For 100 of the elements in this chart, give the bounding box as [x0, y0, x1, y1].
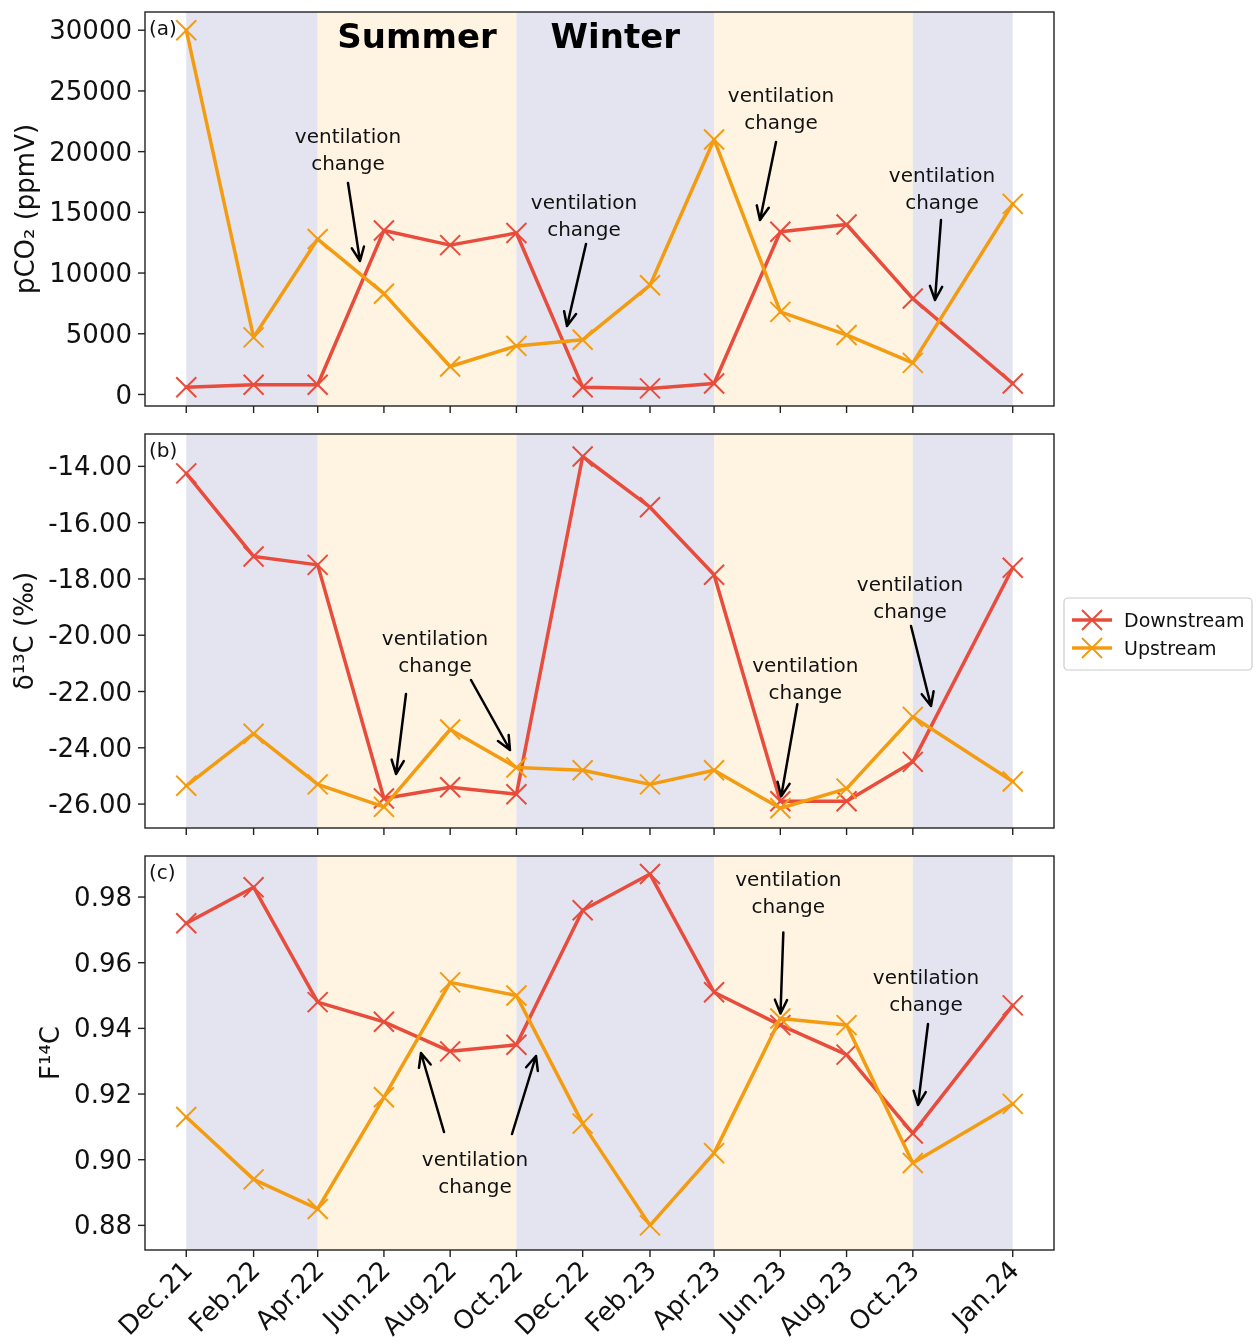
point [242, 1168, 265, 1191]
point [901, 1151, 924, 1174]
y-tick-label: 20000 [49, 136, 132, 167]
point [639, 773, 661, 796]
point [372, 282, 395, 305]
point [639, 377, 661, 400]
point [639, 274, 661, 297]
point [505, 334, 528, 357]
point [175, 774, 198, 797]
point [242, 722, 265, 745]
y-tick-label: -24.00 [48, 732, 132, 763]
legend-label: Downstream [1124, 608, 1245, 631]
point [901, 351, 924, 374]
point [372, 1086, 395, 1109]
y-tick-label: 0.98 [74, 882, 132, 913]
y-tick-label: 10000 [49, 258, 132, 289]
point [835, 1043, 858, 1066]
y-tick-label: -14.00 [48, 451, 132, 482]
point [571, 899, 594, 922]
chart-title: (b) [149, 438, 178, 462]
point [306, 1197, 329, 1220]
point [242, 876, 265, 899]
annotation: ventilation change [294, 123, 402, 175]
point [505, 1033, 528, 1056]
point [372, 795, 395, 818]
point [835, 213, 858, 236]
y-tick-label: 0.94 [74, 1013, 132, 1044]
y-axis-title: δ¹³C (‰) [9, 571, 40, 691]
point [1001, 1092, 1024, 1115]
point [901, 705, 924, 728]
point [571, 328, 594, 351]
band-label: Summer [337, 16, 497, 56]
point [175, 912, 198, 935]
point [769, 1007, 792, 1030]
point [306, 373, 329, 396]
y-tick-label: -18.00 [48, 564, 132, 595]
point [835, 790, 858, 813]
point [769, 220, 792, 243]
annotation: ventilation change [872, 964, 980, 1016]
chart-title: (a) [149, 16, 177, 40]
point [571, 1112, 594, 1135]
point [703, 372, 726, 395]
annotation: ventilation change [727, 82, 835, 134]
point [439, 971, 462, 994]
point [835, 777, 858, 800]
point [242, 326, 265, 349]
point [703, 759, 726, 782]
point [703, 563, 726, 586]
annotation: ventilation change [888, 162, 996, 214]
y-tick-label: 5000 [65, 318, 132, 349]
y-tick-label: 0 [115, 379, 132, 410]
point [439, 234, 462, 257]
point [1001, 994, 1024, 1017]
point [703, 981, 726, 1004]
y-tick-label: 0.92 [74, 1079, 132, 1110]
y-tick-label: -20.00 [48, 620, 132, 651]
point [769, 300, 792, 323]
point [703, 128, 726, 151]
point [901, 1122, 924, 1145]
point [639, 863, 661, 886]
y-tick-label: 0.96 [74, 947, 132, 978]
y-tick-label: -26.00 [48, 789, 132, 820]
point [372, 219, 395, 242]
point [769, 790, 792, 813]
annotation: ventilation change [856, 571, 964, 623]
point [505, 221, 528, 244]
point [1001, 372, 1024, 395]
point [1001, 770, 1024, 793]
point [769, 1014, 792, 1037]
point [639, 1214, 661, 1237]
legend-label: Upstream [1124, 636, 1217, 659]
band-label: Winter [550, 16, 681, 56]
point [175, 376, 198, 399]
point [571, 445, 594, 468]
y-axis-title: F¹⁴C [35, 1026, 66, 1080]
point [901, 750, 924, 773]
point [1001, 556, 1024, 579]
annotation: ventilation change [752, 652, 859, 704]
point [769, 797, 792, 820]
point [835, 323, 858, 346]
annotation: ventilation change [381, 625, 489, 677]
y-tick-label: -16.00 [48, 507, 132, 538]
y-tick-label: -22.00 [48, 676, 132, 707]
point [571, 759, 594, 782]
annotation: ventilation change [530, 189, 638, 241]
point [175, 19, 198, 42]
point [306, 553, 329, 576]
point [306, 773, 329, 796]
point [439, 355, 462, 378]
point [703, 1142, 726, 1165]
annotation: ventilation change [421, 1146, 529, 1198]
point [242, 545, 265, 568]
point [439, 1040, 462, 1063]
point [1001, 192, 1024, 215]
point [439, 718, 462, 741]
point [505, 783, 528, 806]
point [439, 776, 462, 799]
point [505, 984, 528, 1007]
point [835, 1014, 858, 1037]
y-tick-label: 30000 [49, 15, 132, 46]
